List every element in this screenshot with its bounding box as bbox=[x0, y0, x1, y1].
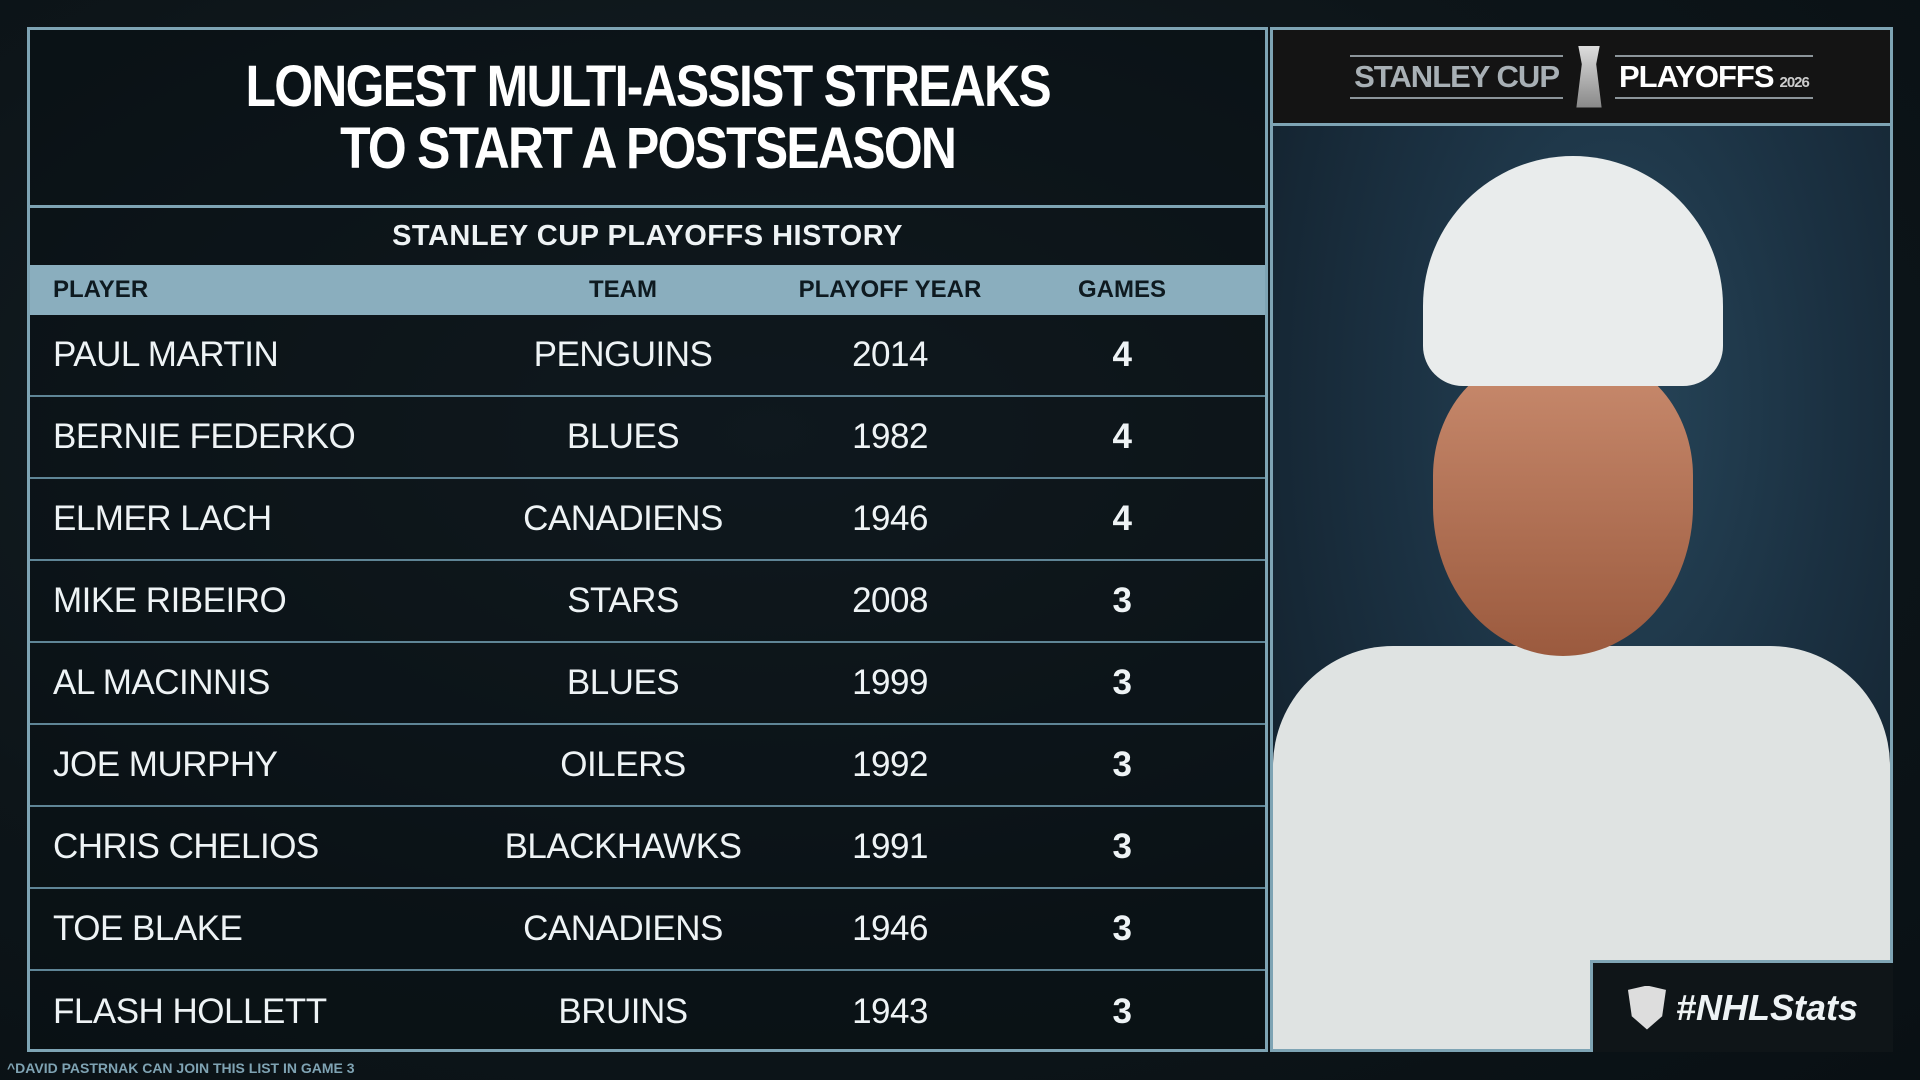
cell-games: 4 bbox=[1112, 335, 1132, 374]
table-body: PAUL MARTIN PENGUINS 2014 4 BERNIE FEDERKO BL… bbox=[30, 315, 1265, 1053]
cell-games: 3 bbox=[1112, 992, 1132, 1031]
cell-games: 3 bbox=[1112, 827, 1132, 866]
table-row: PAUL MARTIN PENGUINS 2014 4 bbox=[30, 315, 1265, 397]
nhl-shield-icon bbox=[1627, 985, 1666, 1030]
cell-games: 4 bbox=[1112, 417, 1132, 456]
cell-player: ELMER LACH bbox=[53, 499, 272, 538]
cell-team: CANADIENS bbox=[523, 499, 723, 538]
column-header-player: PLAYER bbox=[53, 276, 149, 303]
column-header-team: TEAM bbox=[589, 276, 657, 303]
logo-playoffs: PLAYOFFS bbox=[1619, 58, 1774, 94]
table-row: ELMER LACH CANADIENS 1946 4 bbox=[30, 479, 1265, 561]
cell-year: 2014 bbox=[852, 335, 928, 374]
page-title: LONGEST MULTI-ASSIST STREAKS TO START A … bbox=[30, 30, 1265, 208]
cell-team: BLUES bbox=[566, 417, 680, 456]
cell-games: 4 bbox=[1112, 499, 1132, 538]
cell-player: BERNIE FEDERKO bbox=[53, 417, 356, 456]
logo-year: 2026 bbox=[1779, 73, 1810, 91]
cell-games: 3 bbox=[1112, 663, 1132, 702]
cell-games: 3 bbox=[1112, 745, 1132, 784]
table-row: TOE BLAKE CANADIENS 1946 3 bbox=[30, 889, 1265, 971]
player-photo bbox=[1273, 126, 1890, 1049]
column-header-year: PLAYOFF YEAR bbox=[798, 276, 982, 303]
cell-year: 1992 bbox=[852, 745, 928, 784]
helmet-shape bbox=[1423, 156, 1723, 386]
cell-team: CANADIENS bbox=[523, 909, 723, 948]
hashtag-badge: #NHLStats bbox=[1590, 960, 1893, 1052]
cell-player: CHRIS CHELIOS bbox=[53, 827, 319, 866]
stanley-cup-playoffs-logo: STANLEY CUP PLAYOFFS 2026 bbox=[1273, 30, 1890, 126]
cell-year: 1982 bbox=[852, 417, 928, 456]
logo-text-right: PLAYOFFS 2026 bbox=[1615, 54, 1813, 99]
stanley-cup-trophy-icon bbox=[1576, 45, 1602, 108]
cell-games: 3 bbox=[1112, 909, 1132, 948]
player-photo-panel: STANLEY CUP PLAYOFFS 2026 bbox=[1270, 27, 1893, 1052]
table-row: JOE MURPHY OILERS 1992 3 bbox=[30, 725, 1265, 807]
cell-player: JOE MURPHY bbox=[53, 745, 278, 784]
cell-player: MIKE RIBEIRO bbox=[53, 581, 287, 620]
cell-team: BLUES bbox=[566, 663, 680, 702]
cell-player: FLASH HOLLETT bbox=[53, 992, 327, 1031]
cell-player: TOE BLAKE bbox=[53, 909, 243, 948]
cell-team: BRUINS bbox=[558, 992, 688, 1031]
cell-year: 1999 bbox=[852, 663, 928, 702]
cell-player: PAUL MARTIN bbox=[53, 335, 279, 374]
cell-year: 1991 bbox=[852, 827, 928, 866]
table-header: PLAYER TEAM PLAYOFF YEAR GAMES bbox=[30, 265, 1265, 315]
cell-team: OILERS bbox=[560, 745, 686, 784]
cell-year: 2008 bbox=[852, 581, 928, 620]
cell-year: 1943 bbox=[852, 992, 928, 1031]
cell-team: STARS bbox=[567, 581, 679, 620]
table-row: CHRIS CHELIOS BLACKHAWKS 1991 3 bbox=[30, 807, 1265, 889]
table-row: AL MACINNIS BLUES 1999 3 bbox=[30, 643, 1265, 725]
cell-year: 1946 bbox=[852, 499, 928, 538]
face-shape bbox=[1433, 356, 1693, 656]
logo-text-left: STANLEY CUP bbox=[1350, 54, 1563, 99]
table-row: BERNIE FEDERKO BLUES 1982 4 bbox=[30, 397, 1265, 479]
title-line-1: LONGEST MULTI-ASSIST STREAKS bbox=[245, 53, 1051, 119]
hashtag-text: #NHLStats bbox=[1675, 986, 1859, 1028]
table-row: MIKE RIBEIRO STARS 2008 3 bbox=[30, 561, 1265, 643]
stats-table-panel: LONGEST MULTI-ASSIST STREAKS TO START A … bbox=[27, 27, 1268, 1052]
cell-player: AL MACINNIS bbox=[53, 663, 270, 702]
cell-team: BLACKHAWKS bbox=[504, 827, 742, 866]
footnote: ^DAVID PASTRNAK CAN JOIN THIS LIST IN GA… bbox=[7, 1060, 355, 1076]
title-line-2: TO START A POSTSEASON bbox=[339, 115, 957, 181]
cell-year: 1946 bbox=[852, 909, 928, 948]
cell-games: 3 bbox=[1112, 581, 1132, 620]
subtitle: STANLEY CUP PLAYOFFS HISTORY bbox=[392, 220, 903, 252]
column-header-games: GAMES bbox=[1077, 276, 1167, 303]
cell-team: PENGUINS bbox=[533, 335, 713, 374]
table-row: FLASH HOLLETT BRUINS 1943 3 bbox=[30, 971, 1265, 1053]
